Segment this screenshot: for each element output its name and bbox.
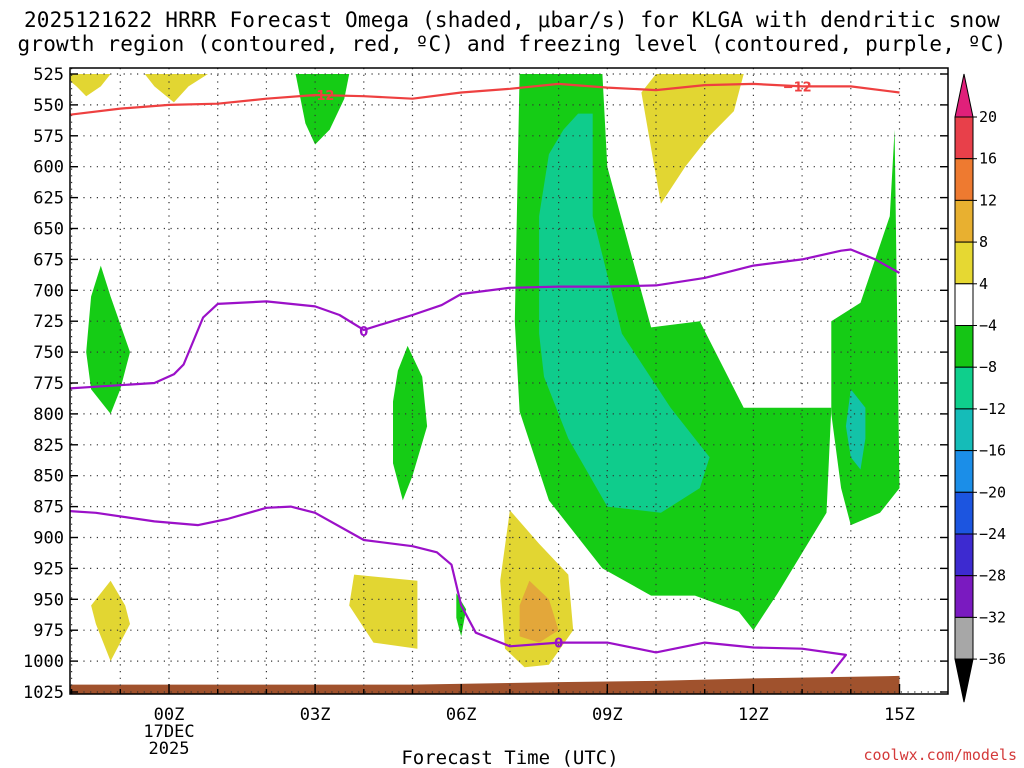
colorbar-swatch xyxy=(954,491,974,535)
colorbar-label: 8 xyxy=(979,233,988,251)
colorbar-label: 12 xyxy=(979,191,997,209)
y-tick-label: 800 xyxy=(33,405,64,425)
freezing-level-lower xyxy=(70,505,848,675)
colorbar-swatch xyxy=(954,241,974,285)
colorbar-label: −24 xyxy=(979,525,1006,543)
x-tick-label: 03Z xyxy=(300,705,331,725)
colorbar-label: −32 xyxy=(979,608,1006,626)
colorbar-label: −16 xyxy=(979,442,1006,460)
chart-title: 2025121622 HRRR Forecast Omega (shaded, … xyxy=(0,8,1024,56)
plot-frame xyxy=(69,67,949,695)
omega-region-green xyxy=(456,593,467,637)
dgz-contour-minus12-label: −12 xyxy=(305,89,334,104)
colorbar-label: 4 xyxy=(979,275,988,293)
x-axis-title: Forecast Time (UTC) xyxy=(401,747,618,768)
colorbar-label: 20 xyxy=(979,108,997,126)
colorbar-label: −36 xyxy=(979,650,1006,668)
y-tick-label: 1000 xyxy=(23,652,64,672)
omega-region-yellow xyxy=(144,74,208,103)
y-tick-label: 625 xyxy=(33,189,64,209)
y-tick-label: 900 xyxy=(33,529,64,549)
x-tick-label: 00Z xyxy=(154,705,185,725)
colorbar-swatch xyxy=(954,450,974,493)
y-tick-label: 975 xyxy=(33,621,64,641)
omega-region-green xyxy=(86,265,130,414)
y-tick-label: 550 xyxy=(33,96,64,116)
colorbar-swatch xyxy=(954,116,974,160)
chart-title-line1: 2025121622 HRRR Forecast Omega (shaded, … xyxy=(23,8,1001,32)
omega-region-orange xyxy=(519,580,559,643)
x-tick-date: 17DEC xyxy=(143,722,194,742)
dgz-contour-minus12 xyxy=(70,82,900,116)
colorbar-swatch xyxy=(954,366,974,410)
colorbar-label: −28 xyxy=(979,567,1006,585)
y-tick-label: 600 xyxy=(33,158,64,178)
omega-region-tealdark xyxy=(845,389,866,470)
colorbar-bottom-triangle xyxy=(954,658,974,703)
colorbar-swatch xyxy=(954,408,974,452)
colorbar-swatch xyxy=(954,533,974,577)
credit-link[interactable]: coolwx.com/models xyxy=(863,746,1017,764)
y-tick-label: 575 xyxy=(33,127,64,147)
colorbar-label: 16 xyxy=(979,150,997,168)
y-tick-label: 650 xyxy=(33,220,64,240)
colorbar-swatch xyxy=(954,199,974,243)
y-tick-label: 525 xyxy=(33,65,64,85)
colorbar-swatch xyxy=(954,158,974,201)
y-tick-label: 725 xyxy=(33,312,64,332)
omega-region-yellow xyxy=(70,74,111,97)
y-tick-label: 775 xyxy=(33,374,64,394)
x-tick-year: 2025 xyxy=(149,739,190,759)
colorbar-swatch xyxy=(954,575,974,618)
y-tick-label: 675 xyxy=(33,250,64,270)
y-tick-label: 875 xyxy=(33,498,64,518)
ground-surface xyxy=(70,675,900,694)
y-tick-label: 825 xyxy=(33,436,64,456)
colorbar-label: −8 xyxy=(979,358,997,376)
x-tick-label: 15Z xyxy=(884,705,915,725)
freezing-level-upper xyxy=(70,248,901,390)
y-tick-label: 1025 xyxy=(23,683,64,703)
freezing-level-upper-label: 0 xyxy=(359,325,368,340)
colorbar-top-triangle xyxy=(954,73,974,118)
omega-region-green xyxy=(393,345,428,501)
omega-region-teal xyxy=(539,113,710,513)
omega-region-green xyxy=(295,74,350,145)
colorbar-swatch xyxy=(954,283,974,326)
freezing-level-lower-label: 0 xyxy=(554,637,563,652)
y-tick-label: 950 xyxy=(33,590,64,610)
omega-region-yellow xyxy=(91,580,130,662)
y-tick-label: 700 xyxy=(33,281,64,301)
x-tick-label: 06Z xyxy=(446,705,477,725)
omega-region-yellow xyxy=(641,74,744,204)
x-tick-label: 09Z xyxy=(592,705,623,725)
dgz-contour-minus12-label: −12 xyxy=(783,80,812,95)
omega-region-yellow xyxy=(349,574,418,649)
y-tick-label: 750 xyxy=(33,343,64,363)
colorbar-label: −12 xyxy=(979,400,1006,418)
chart-title-line2: growth region (contoured, red, ºC) and f… xyxy=(17,32,1007,56)
colorbar-label: −4 xyxy=(979,317,997,335)
colorbar-swatch xyxy=(954,616,974,660)
colorbar-swatch xyxy=(954,325,974,368)
colorbar-label: −20 xyxy=(979,483,1006,501)
y-tick-label: 850 xyxy=(33,467,64,487)
y-tick-label: 925 xyxy=(33,559,64,579)
x-tick-label: 12Z xyxy=(738,705,769,725)
